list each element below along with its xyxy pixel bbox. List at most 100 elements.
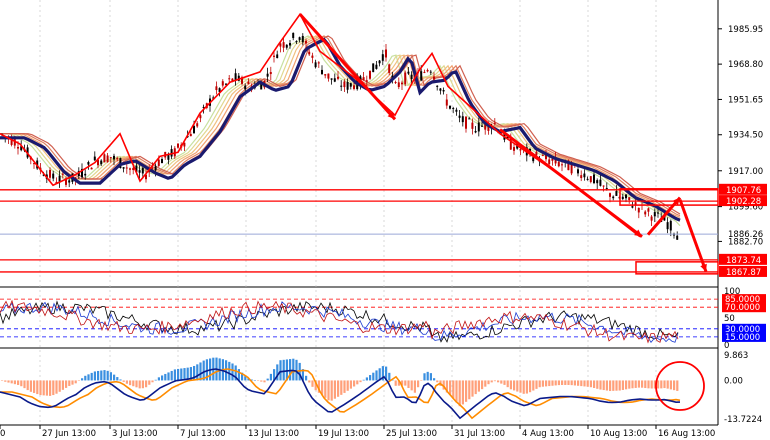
price-tick-label: 1985.95 — [728, 25, 763, 35]
candle-body — [404, 72, 407, 85]
candle-body — [503, 130, 506, 140]
candle-body — [202, 106, 205, 108]
candle-body — [81, 168, 83, 178]
macd-bar — [263, 380, 266, 383]
macd-bar — [1, 380, 4, 381]
osc-level-tag — [722, 302, 766, 313]
macd-bar — [397, 380, 400, 386]
arrow-head — [700, 263, 707, 272]
macd-bar — [125, 380, 128, 384]
candle-body — [397, 82, 400, 88]
candle-body — [218, 88, 221, 92]
candle-body — [676, 235, 679, 240]
candle-body — [247, 81, 250, 85]
osc-level-label: 85.0000 — [725, 295, 760, 305]
candle-body — [346, 81, 349, 90]
candle-body — [628, 197, 631, 201]
macd-bar — [583, 380, 586, 387]
macd-bar — [522, 380, 525, 394]
macd-bar — [321, 380, 324, 396]
macd-bar — [580, 380, 583, 387]
macd-bar — [17, 380, 20, 385]
candle-body — [193, 125, 195, 134]
macd-bar — [234, 365, 237, 381]
time-tick-label: 10 Aug 13:00 — [590, 429, 647, 439]
candle-body — [471, 122, 474, 129]
macd-bar — [84, 375, 87, 381]
candle-body — [138, 170, 141, 173]
candle-body — [577, 169, 579, 174]
candle-body — [583, 173, 586, 178]
macd-bar — [525, 380, 528, 394]
candle-body — [477, 122, 480, 132]
macd-bar — [500, 380, 503, 384]
candle-body — [388, 64, 391, 73]
macd-bar — [87, 374, 90, 381]
macd-bar — [183, 368, 186, 381]
macd-bar — [225, 360, 228, 381]
candle-body — [90, 167, 93, 170]
candle-body — [602, 185, 605, 187]
macd-bar — [375, 370, 378, 381]
time-tick-label: 13 Jul 13:00 — [248, 429, 299, 439]
candle-body — [292, 32, 295, 39]
macd-bar — [551, 380, 554, 386]
candle-body — [458, 115, 461, 118]
candle-body — [289, 43, 291, 46]
macd-bar — [519, 380, 522, 393]
osc-level-label: 70.0000 — [725, 303, 760, 313]
macd-bar — [653, 380, 656, 389]
highlight-circle — [655, 361, 705, 411]
candle-body — [461, 116, 464, 123]
candle-body — [506, 136, 509, 139]
candle-body — [545, 154, 547, 160]
price-tick-label: 1934.50 — [728, 131, 763, 141]
time-axis: 0 27 Jun 13:00 3 Jul 13:00 7 Jul 13:00 13 Ju… — [0, 425, 715, 439]
candle-body — [237, 75, 240, 81]
time-tick-label: 31 Jul 13:00 — [454, 429, 505, 439]
candle-body — [420, 71, 423, 81]
macd-bar — [343, 380, 346, 393]
candle-body — [615, 191, 618, 196]
candle-body — [301, 35, 304, 43]
macd-bar — [564, 380, 567, 385]
candle-body — [298, 37, 301, 40]
macd-bar — [180, 368, 183, 381]
candle-body — [541, 154, 544, 156]
candle-body — [637, 207, 640, 213]
candle-body — [234, 73, 237, 80]
candle-body — [653, 212, 656, 217]
time-tick-label: 0 — [0, 429, 5, 439]
macd-bar — [311, 380, 314, 387]
candle-body — [157, 159, 160, 166]
candle-body — [170, 149, 173, 157]
macd-bar — [289, 359, 292, 381]
price-panel[interactable] — [0, 0, 718, 286]
candle-body — [657, 212, 659, 214]
time-tick-label: 16 Aug 13:00 — [658, 429, 715, 439]
macd-bar — [612, 380, 615, 391]
macd-bar — [7, 380, 10, 383]
candle-body — [135, 165, 138, 172]
candle-body — [445, 99, 448, 106]
candle-body — [612, 196, 615, 199]
macd-bar — [109, 372, 112, 381]
macd-bar — [513, 380, 516, 391]
osc-level-tag — [722, 323, 766, 334]
candle-body — [103, 154, 106, 163]
macd-bar — [13, 380, 16, 385]
candle-body — [433, 76, 435, 80]
price-tick-label: 1968.80 — [728, 60, 763, 70]
macd-bar — [577, 380, 580, 386]
macd-bar — [74, 380, 77, 384]
candle-body — [49, 169, 51, 178]
macd-tick-label: -13.7224 — [724, 415, 762, 425]
macd-bar — [417, 380, 420, 388]
candle-body — [308, 51, 311, 55]
osc-level-label: 15.0000 — [725, 333, 760, 343]
macd-bar — [330, 380, 333, 401]
macd-bar — [135, 380, 138, 388]
candle-body — [13, 139, 16, 146]
candle-body — [269, 72, 272, 75]
